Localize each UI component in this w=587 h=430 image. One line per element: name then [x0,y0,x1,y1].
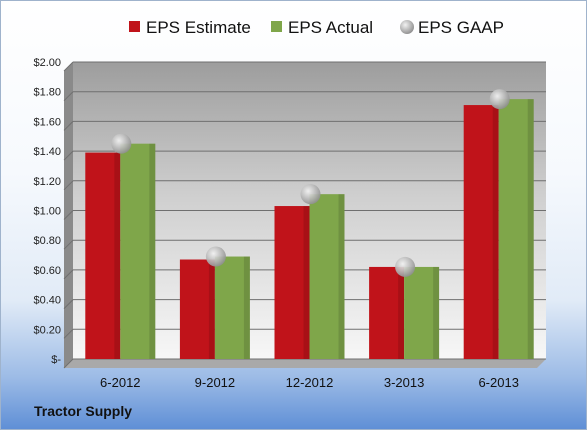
gridline-side [63,358,74,369]
bar-eps-actual-shade [243,256,250,359]
bar-eps-estimate-shade [303,206,310,359]
company-label: Tractor Supply [34,403,133,419]
bar-eps-actual-shade [527,99,534,359]
gridline-side [63,150,74,161]
plot-floor [64,359,546,368]
bar-eps-estimate [274,206,310,359]
bar-eps-estimate [85,152,121,359]
x-tick-label: 6-2012 [100,375,140,390]
y-tick-label: $1.20 [33,176,61,188]
marker-eps-gaap [395,256,416,277]
bar-eps-actual-face [214,256,250,359]
legend-swatch [400,20,414,34]
bar-eps-actual-shade [149,143,156,359]
bar-eps-estimate-face [179,259,215,359]
gridline-side [63,239,74,250]
marker-eps-gaap [111,133,132,154]
bar-eps-estimate [463,105,499,359]
marker-eps-gaap [300,184,321,205]
y-tick-label: $0.80 [33,235,61,247]
bar-eps-actual-shade [338,194,345,359]
x-tick-label: 9-2012 [195,375,235,390]
y-tick-label: $0.60 [33,265,61,277]
bar-eps-actual-face [120,143,156,359]
legend-swatch [271,21,282,32]
marker-eps-gaap [489,89,510,110]
gridline-side [63,61,74,72]
bar-eps-estimate-face [85,152,121,359]
bar-eps-estimate-face [274,206,310,359]
gridline-side [63,328,74,339]
bar-eps-estimate-shade [492,105,499,359]
y-tick-label: $1.00 [33,206,61,218]
bar-eps-actual-face [404,266,440,359]
y-tick-label: $1.40 [33,146,61,158]
bar-eps-actual-shade [433,266,440,359]
bar-eps-estimate-shade [114,152,121,359]
bar-eps-estimate-shade [208,259,215,359]
gridline-side [63,121,74,131]
y-tick-label: $0.20 [33,324,61,336]
y-tick-label: $- [51,354,61,366]
bar-eps-estimate [179,259,215,359]
x-tick-label: 6-2013 [478,375,518,390]
bar-eps-estimate-shade [398,266,405,359]
gridline-side [63,269,74,280]
x-tick-label: 3-2013 [384,375,424,390]
legend-label: EPS Estimate [146,18,251,37]
legend-label: EPS Actual [288,18,373,37]
gridline-side [63,91,74,102]
y-tick-label: $0.40 [33,295,61,307]
bar-eps-actual [309,194,345,359]
bar-eps-estimate-face [463,105,499,359]
bar-eps-actual [404,266,440,359]
y-tick-label: $2.00 [33,57,61,69]
y-tick-label: $1.80 [33,87,61,99]
bar-eps-actual-face [309,194,345,359]
legend-swatch [129,21,140,32]
bar-eps-actual-face [498,99,534,359]
bar-eps-estimate-face [369,266,405,359]
gridline-side [63,210,74,220]
gridline-side [63,180,74,191]
y-tick-label: $1.60 [33,116,61,128]
bar-eps-actual [120,143,156,359]
bar-eps-estimate [369,266,405,359]
x-tick-label: 12-2012 [286,375,334,390]
bar-eps-actual [498,99,534,359]
marker-eps-gaap [205,246,226,267]
bar-eps-actual [214,256,250,359]
gridline-side [63,299,74,309]
legend-label: EPS GAAP [418,18,504,37]
